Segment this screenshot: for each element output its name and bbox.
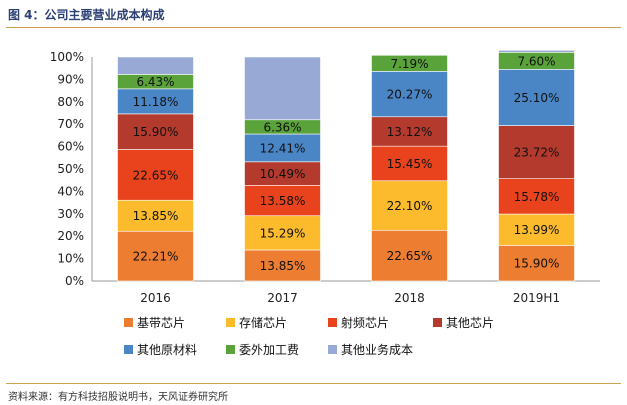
bar-segment [117,56,194,75]
y-tick-label: 60% [57,140,84,154]
data-label: 7.19% [390,57,428,71]
source-divider [6,383,621,384]
y-tick-label: 50% [57,162,84,176]
bar-segment [371,145,448,182]
bar-segment [498,213,575,246]
data-label: 15.45% [387,157,433,171]
data-label: 12.41% [260,141,306,155]
data-label: 22.10% [387,199,433,213]
legend-label: 其他芯片 [446,316,494,330]
data-label: 11.18% [133,95,179,109]
legend-swatch [226,345,235,354]
data-label: 6.36% [263,120,301,134]
legend-swatch [226,318,235,327]
y-tick-label: 40% [57,184,84,198]
stacked-bar-chart: 0% 10% 20% 30% 40% 50% 60% 70% 80% 90% 100% 22.21% 1… [50,49,600,357]
title-divider [6,27,621,28]
legend-swatch [328,318,337,327]
bar-segment [244,249,321,282]
legend-label: 委外加工费 [239,343,299,357]
data-label: 15.90% [133,125,179,139]
bar-segment [117,113,194,150]
bar-segment [371,116,448,147]
x-tick-label: 2016 [140,291,171,305]
data-label: 13.85% [133,209,179,223]
data-label: 13.58% [260,194,306,208]
data-label: 22.65% [133,168,179,182]
bar-segment [498,178,575,215]
bar-segment [498,245,575,282]
data-label: 22.65% [387,249,433,263]
bar-segment [371,71,448,118]
legend-label: 其他原材料 [137,343,197,357]
legend-label: 基带芯片 [137,316,185,330]
legend-label: 射频芯片 [341,315,389,330]
bar-segment [117,88,194,115]
bar-segment [244,133,321,163]
bar-segment [244,215,321,251]
legend-swatch [124,318,133,327]
data-label: 20.27% [387,88,433,102]
data-label: 13.85% [260,259,306,273]
y-tick-label: 100% [50,50,84,64]
data-label: 13.99% [514,223,560,237]
x-tick-label: 2018 [394,291,425,305]
y-tick-label: 0% [65,274,84,288]
bar-segment [498,125,575,179]
legend-label: 存储芯片 [239,315,287,330]
data-label: 22.21% [133,250,179,264]
data-label: 6.43% [136,75,174,89]
data-label: 10.49% [260,167,306,181]
legend-swatch [124,345,133,354]
data-label: 15.29% [260,226,306,240]
bar-segment [244,185,321,217]
x-tick-label: 2019H1 [513,291,560,305]
y-tick-label: 70% [57,117,84,131]
source-note: 资料来源：有方科技招股说明书，天风证券研究所 [8,392,228,403]
y-tick-label: 90% [57,72,84,86]
bar-segment [117,230,194,282]
y-tick-label: 30% [57,207,84,221]
data-label: 15.78% [514,190,560,204]
bar-segment [117,199,194,232]
y-tick-label: 80% [57,95,84,109]
data-label: 15.90% [514,257,560,271]
x-tick-label: 2017 [267,291,298,305]
legend-swatch [433,318,442,327]
data-label: 23.72% [514,146,560,160]
data-label: 25.10% [514,91,560,105]
bar-segment [371,229,448,282]
data-label: 13.12% [387,125,433,139]
bar-segment [117,149,194,201]
legend-swatch [328,345,337,354]
data-label: 7.60% [517,54,555,68]
bar-segment [498,69,575,126]
bar-segment [498,49,575,53]
legend-label: 其他业务成本 [341,342,413,357]
y-tick-label: 10% [57,252,84,266]
figure-title: 图 4：公司主要营业成本构成 [8,8,165,22]
y-tick-label: 20% [57,229,84,243]
bar-segment [244,56,321,121]
